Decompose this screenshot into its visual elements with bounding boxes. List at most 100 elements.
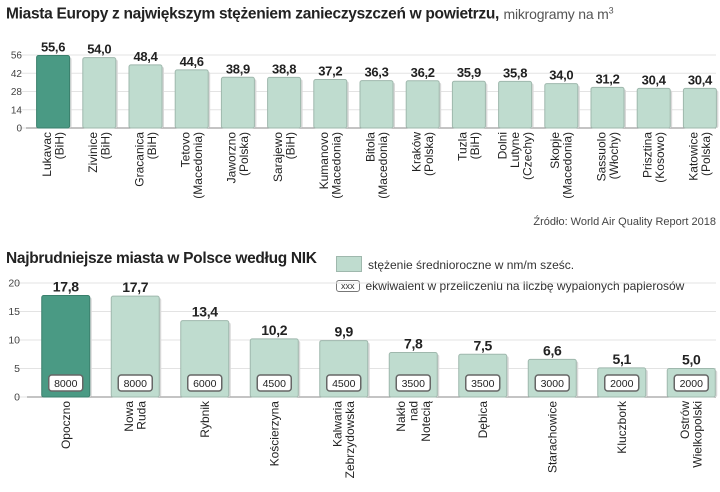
x-category-line: (Polska) bbox=[699, 132, 713, 176]
value-label: 54,0 bbox=[87, 42, 111, 57]
y-tick-label: 10 bbox=[8, 335, 20, 347]
cigarette-badge-label: 2000 bbox=[610, 378, 634, 390]
x-category-line: Tetovo bbox=[178, 132, 192, 168]
x-category-label: Lukavac(BiH) bbox=[40, 132, 67, 177]
x-category-line: Lukavac bbox=[40, 132, 54, 177]
x-category-line: (Macedonia) bbox=[330, 132, 344, 199]
cigarette-badge: 6000 bbox=[187, 374, 223, 392]
chart1-title-unit: mikrogramy na m3 bbox=[503, 5, 614, 22]
value-label: 36,3 bbox=[364, 65, 388, 80]
legend-cigarettes: xxx ekwiwalent w przeliczeniu na liczbę w… bbox=[336, 279, 684, 293]
x-category-line: Katowice bbox=[687, 132, 701, 181]
bar bbox=[405, 80, 440, 129]
value-label: 30,4 bbox=[688, 72, 713, 87]
x-category-line: (Polska) bbox=[237, 132, 251, 176]
chart1-title-bold: Miasta Europy z największym stężeniem za… bbox=[6, 5, 500, 23]
x-category-line: Skopje bbox=[548, 132, 562, 169]
cigarette-badge: 8000 bbox=[48, 374, 84, 392]
value-label: 7,5 bbox=[473, 337, 492, 353]
value-label: 44,6 bbox=[180, 54, 204, 69]
chart2-title: Najbrudniejsze miasta w Polsce według NI… bbox=[6, 250, 317, 268]
cigarette-badge-label: 3500 bbox=[402, 378, 426, 390]
cigarette-badge-box bbox=[673, 374, 709, 392]
cigarette-badge-box bbox=[604, 374, 640, 392]
x-category-line: (Macedonia) bbox=[561, 132, 575, 199]
x-category-label: Katowice(Polska) bbox=[687, 132, 714, 181]
x-category-line: Nakło bbox=[394, 401, 408, 432]
value-label: 30,4 bbox=[642, 72, 667, 87]
cigarette-badge-box bbox=[187, 374, 223, 392]
value-label: 35,9 bbox=[457, 65, 481, 80]
x-category-line: (Macedonia) bbox=[191, 132, 205, 199]
cigarette-badge: 2000 bbox=[673, 374, 709, 392]
x-category-label: Bitola(Macedonia) bbox=[363, 132, 390, 199]
bar bbox=[597, 367, 647, 398]
bar bbox=[544, 83, 579, 129]
x-category-line: (BiH) bbox=[468, 132, 482, 159]
cigarette-badge: 4500 bbox=[256, 374, 292, 392]
x-category-line: Opoczno bbox=[59, 401, 73, 449]
x-category-line: Prisztina bbox=[640, 132, 654, 178]
chart1-title: Miasta Europy z największym stężeniem za… bbox=[6, 5, 614, 24]
value-label: 34,0 bbox=[549, 68, 573, 83]
bar bbox=[458, 353, 508, 398]
y-tick-label: 5 bbox=[14, 363, 20, 375]
y-tick-label: 14 bbox=[11, 105, 23, 116]
x-category-line: nad bbox=[406, 401, 420, 421]
bar-shadow bbox=[43, 297, 92, 397]
value-label: 5,1 bbox=[612, 351, 631, 367]
bar bbox=[174, 69, 209, 129]
bar bbox=[666, 368, 716, 398]
cigarette-badge-label: 8000 bbox=[124, 378, 148, 390]
value-label: 10,2 bbox=[261, 322, 288, 338]
x-category-line: Kościerzyna bbox=[267, 401, 281, 467]
bar bbox=[220, 76, 255, 129]
bar-shadow bbox=[321, 342, 370, 397]
x-category-line: Sarajewo bbox=[271, 132, 285, 182]
bar bbox=[249, 338, 299, 398]
x-category-line: Dolni bbox=[496, 132, 510, 159]
bar bbox=[313, 79, 348, 129]
bar-shadow bbox=[530, 361, 579, 397]
value-label: 13,4 bbox=[192, 304, 219, 320]
value-label: 17,7 bbox=[122, 279, 149, 295]
x-category-line: Wielkopolski bbox=[691, 401, 705, 468]
x-category-label: Skopje(Macedonia) bbox=[548, 132, 575, 199]
x-category-line: Dębica bbox=[476, 401, 490, 439]
x-category-line: Ruda bbox=[135, 401, 149, 430]
bar-shadow bbox=[252, 340, 301, 397]
cigarette-badge-box bbox=[117, 374, 153, 392]
cigarette-badge-box bbox=[326, 374, 362, 392]
x-category-label: Gracanica(BiH) bbox=[132, 132, 159, 187]
x-category-label: Opoczno bbox=[59, 401, 73, 449]
cigarette-badge: 2000 bbox=[604, 374, 640, 392]
value-label: 7,8 bbox=[404, 336, 423, 352]
bar bbox=[682, 87, 717, 129]
y-tick-label: 0 bbox=[14, 392, 20, 404]
x-category-line: Jaworzno bbox=[225, 132, 239, 184]
bar bbox=[36, 55, 71, 129]
legend-box-label: ekwiwalent w przeliczeniu na liczbę wypa… bbox=[365, 279, 685, 293]
bar-shadow bbox=[182, 322, 231, 397]
x-category-label: Kościerzyna bbox=[267, 401, 281, 467]
x-category-line: (Polska) bbox=[422, 132, 436, 176]
x-category-line: Ostrów bbox=[678, 401, 692, 439]
legend-concentration: stężenie średnioroczne w nm/m sześc. bbox=[336, 256, 574, 272]
x-category-line: (Czechy) bbox=[521, 132, 535, 180]
value-label: 6,6 bbox=[543, 342, 562, 358]
value-label: 36,2 bbox=[411, 65, 435, 80]
x-category-line: Lutyne bbox=[508, 132, 522, 168]
cigarette-badge-box bbox=[395, 374, 431, 392]
cigarette-badge-box bbox=[256, 374, 292, 392]
x-category-label: Rybnik bbox=[198, 400, 212, 438]
cigarette-badge-box bbox=[465, 374, 501, 392]
source-note: Źródło: World Air Quality Report 2018 bbox=[533, 216, 716, 228]
value-label: 38,8 bbox=[272, 61, 296, 76]
bar bbox=[590, 86, 625, 129]
legend-swatch-label: stężenie średnioroczne w nm/m sześc. bbox=[368, 258, 575, 272]
x-category-line: (BiH) bbox=[99, 132, 113, 159]
value-label: 17,8 bbox=[53, 279, 80, 295]
cigarette-badge: 3500 bbox=[465, 374, 501, 392]
